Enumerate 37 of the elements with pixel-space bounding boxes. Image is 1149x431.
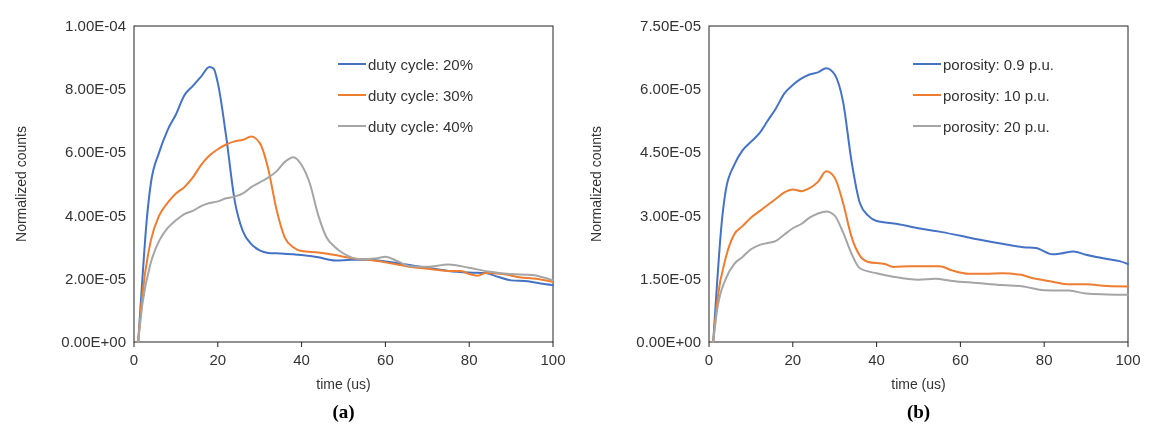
y-tick-label: 6.00E-05 [65, 143, 126, 161]
y-tick-label: 1.00E-04 [65, 17, 126, 34]
legend-label: duty cycle: 30% [368, 87, 474, 104]
x-tick-label: 60 [377, 351, 394, 368]
x-tick-label: 40 [293, 351, 310, 368]
y-axis-title: Normalized counts [588, 126, 604, 242]
x-tick-label: 60 [952, 351, 969, 368]
legend-label: duty cycle: 20% [368, 56, 474, 73]
text: (b) [906, 401, 931, 423]
x-tick-label: 0 [129, 351, 139, 368]
line-series [712, 210, 1129, 343]
x-axis-title: time (us) [316, 376, 371, 392]
x-axis-title: time (us) [891, 376, 946, 392]
y-axis-title: Normalized counts [13, 126, 29, 242]
x-tick-label: 80 [1035, 351, 1053, 368]
y-tick-label: 6.00E-05 [640, 80, 701, 98]
legend-label: porosity: 20 p.u. [943, 118, 1050, 135]
legend-label: porosity: 0.9 p.u. [943, 56, 1054, 73]
y-tick-label: 1.50E-05 [640, 269, 701, 287]
y-tick-label: 7.50E-05 [640, 17, 701, 34]
y-tick-label: 0.00E+00 [61, 333, 126, 350]
x-tick-label: 100 [540, 351, 566, 368]
x-tick-label: 100 [1115, 351, 1141, 368]
y-tick-label: 2.00E-05 [65, 269, 126, 287]
x-tick-label: 80 [460, 351, 478, 368]
legend-label: duty cycle: 40% [368, 118, 474, 135]
y-tick-label: 0.00E+00 [636, 333, 701, 350]
y-tick-label: 4.50E-05 [640, 143, 701, 161]
y-tick-label: 4.00E-05 [65, 206, 126, 224]
legend-label: porosity: 10 p.u. [943, 87, 1050, 104]
x-tick-label: 0 [704, 351, 714, 368]
x-tick-label: 20 [784, 351, 802, 368]
x-tick-label: 20 [209, 351, 227, 368]
text: (a) [332, 401, 355, 423]
x-tick-label: 40 [868, 351, 885, 368]
y-tick-label: 8.00E-05 [65, 80, 126, 98]
y-tick-label: 3.00E-05 [640, 206, 701, 224]
